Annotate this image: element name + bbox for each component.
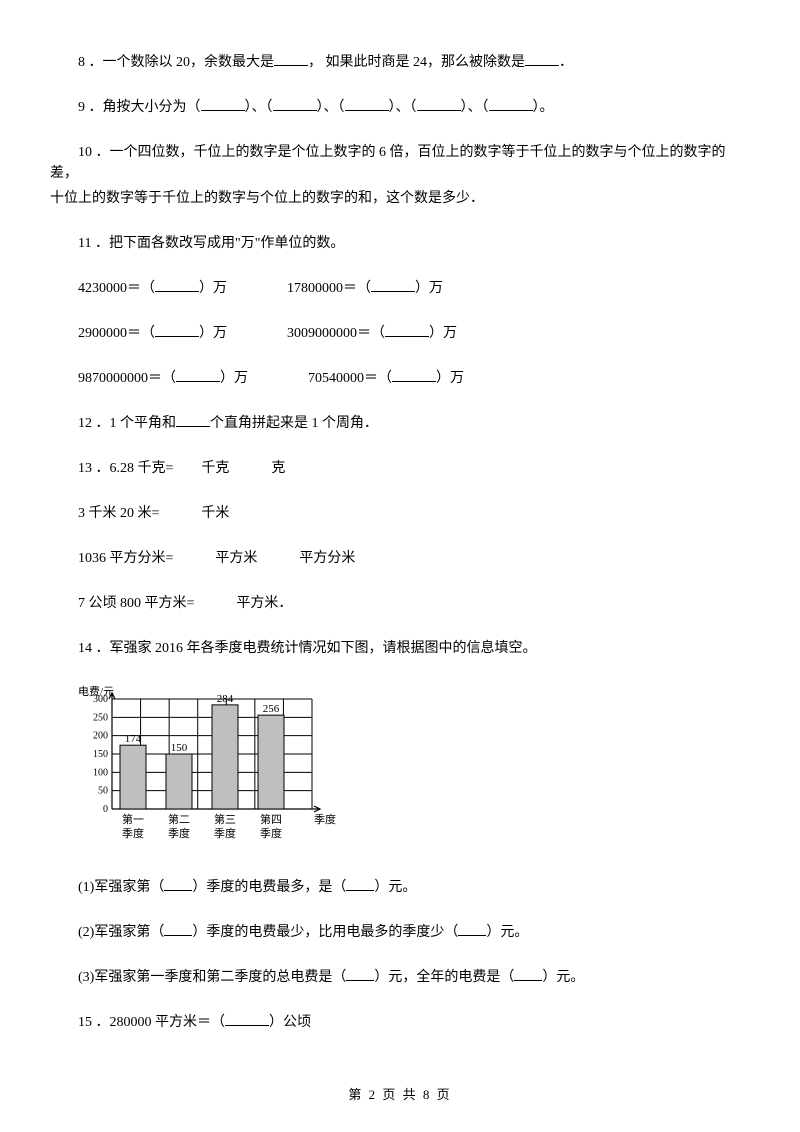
svg-text:150: 150: [171, 742, 188, 754]
q9-sep: ）、（: [389, 100, 417, 115]
svg-text:50: 50: [98, 786, 108, 797]
q14-s1a: (1)军强家第（: [78, 880, 164, 895]
q8-mid: ， 如果此时商是 24，那么被除数是: [308, 55, 525, 70]
svg-text:150: 150: [93, 749, 108, 760]
svg-text:第四: 第四: [260, 812, 282, 826]
blank: [417, 97, 461, 111]
q14-s2a: (2)军强家第（: [78, 925, 164, 940]
blank: [371, 278, 415, 292]
blank: [525, 52, 559, 66]
svg-text:第一: 第一: [122, 812, 144, 826]
question-14-head: 14 ．军强家 2016 年各季度电费统计情况如下图，请根据图中的信息填空。: [50, 638, 750, 659]
blank: [176, 413, 210, 427]
blank: [155, 323, 199, 337]
q9-suffix: ）。: [533, 100, 554, 115]
blank: [164, 922, 192, 936]
q8-prefix: 8 ．一个数除以 20，余数最大是: [78, 55, 274, 70]
question-9: 9 ．角按大小分为（ ）、（ ）、（ ）、（ ）、（ ）。: [50, 97, 750, 118]
blank: [385, 323, 429, 337]
q10-line2: 十位上的数字等于千位上的数字与个位上的数字的和，这个数是多少．: [50, 188, 750, 209]
q13-l3: 1036 平方分米= 平方米 平方分米: [50, 548, 750, 569]
q9-sep: ）、（: [461, 100, 489, 115]
blank: [225, 1012, 269, 1026]
svg-text:284: 284: [217, 693, 234, 705]
blank: [164, 877, 192, 891]
q12-prefix: 12 ．1 个平角和: [78, 416, 176, 431]
q11-row: 9870000000＝（）万70540000＝（）万: [50, 368, 750, 389]
question-15: 15 ．280000 平方米＝（ ）公顷: [50, 1012, 750, 1033]
q11-row: 4230000＝（）万17800000＝（）万: [50, 278, 750, 299]
bar-chart: 电费/元501001502002503000174第一季度150第二季度284第…: [78, 683, 750, 853]
q14-s3c: ）元。: [542, 970, 584, 985]
blank: [345, 97, 389, 111]
question-8: 8 ．一个数除以 20，余数最大是 ， 如果此时商是 24，那么被除数是 ．: [50, 52, 750, 73]
blank: [201, 97, 245, 111]
blank: [458, 922, 486, 936]
q15-suffix: ）公顷: [269, 1015, 311, 1030]
svg-text:250: 250: [93, 712, 108, 723]
page-footer: 第 2 页 共 8 页: [0, 1085, 800, 1105]
svg-text:256: 256: [263, 703, 280, 715]
blank: [346, 877, 374, 891]
svg-text:0: 0: [103, 804, 108, 815]
q14-sub1: (1)军强家第（ ）季度的电费最多，是（ ）元。: [50, 877, 750, 898]
svg-text:季度: 季度: [314, 812, 336, 826]
blank: [514, 967, 542, 981]
q12-suffix: 个直角拼起来是 1 个周角．: [210, 416, 378, 431]
q14-sub3: (3)军强家第一季度和第二季度的总电费是（ ）元，全年的电费是（ ）元。: [50, 967, 750, 988]
blank: [392, 368, 436, 382]
q14-s2c: ）元。: [486, 925, 528, 940]
q14-s1c: ）元。: [374, 880, 416, 895]
svg-text:174: 174: [125, 733, 142, 745]
svg-text:季度: 季度: [122, 826, 144, 840]
q14-sub2: (2)军强家第（ ）季度的电费最少，比用电最多的季度少（ ）元。: [50, 922, 750, 943]
svg-text:300: 300: [93, 694, 108, 705]
q9-sep: ）、（: [317, 100, 345, 115]
blank: [176, 368, 220, 382]
question-12: 12 ．1 个平角和 个直角拼起来是 1 个周角．: [50, 413, 750, 434]
q14-s3b: ）元，全年的电费是（: [374, 970, 514, 985]
blank: [273, 97, 317, 111]
q14-s1b: ）季度的电费最多，是（: [192, 880, 346, 895]
q13-l4: 7 公顷 800 平方米= 平方米．: [50, 593, 750, 614]
q13-l2: 3 千米 20 米= 千米: [50, 503, 750, 524]
q10-line1: 10 ．一个四位数，千位上的数字是个位上数字的 6 倍，百位上的数字等于千位上的…: [50, 142, 750, 184]
q11-row: 2900000＝（）万3009000000＝（）万: [50, 323, 750, 344]
q15-prefix: 15 ．280000 平方米＝（: [78, 1015, 225, 1030]
svg-text:200: 200: [93, 731, 108, 742]
svg-text:第三: 第三: [214, 812, 236, 826]
blank: [155, 278, 199, 292]
svg-text:第二: 第二: [168, 812, 190, 826]
question-13-head: 13 ．6.28 千克= 千克 克: [50, 458, 750, 479]
question-11-rows: 4230000＝（）万17800000＝（）万 2900000＝（）万300900…: [50, 278, 750, 389]
q14-s2b: ）季度的电费最少，比用电最多的季度少（: [192, 925, 458, 940]
q14-s3a: (3)军强家第一季度和第二季度的总电费是（: [78, 970, 346, 985]
svg-text:季度: 季度: [260, 826, 282, 840]
svg-text:季度: 季度: [168, 826, 190, 840]
bar-chart-svg: 电费/元501001502002503000174第一季度150第二季度284第…: [78, 683, 338, 853]
blank: [274, 52, 308, 66]
blank: [489, 97, 533, 111]
svg-text:季度: 季度: [214, 826, 236, 840]
svg-text:100: 100: [93, 767, 108, 778]
q8-suffix: ．: [559, 55, 573, 70]
q9-prefix: 9 ．角按大小分为（: [78, 100, 201, 115]
q9-sep: ）、（: [245, 100, 273, 115]
question-11-head: 11 ．把下面各数改写成用"万"作单位的数。: [50, 233, 750, 254]
blank: [346, 967, 374, 981]
question-10: 10 ．一个四位数，千位上的数字是个位上数字的 6 倍，百位上的数字等于千位上的…: [50, 142, 750, 209]
